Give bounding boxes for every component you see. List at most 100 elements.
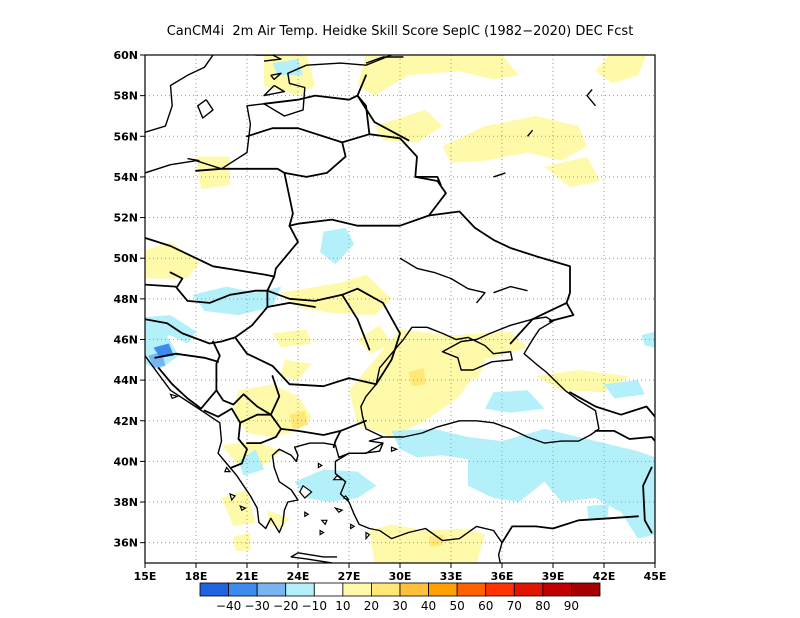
country-borders [145, 74, 655, 544]
island-14 [169, 393, 180, 400]
coastline-3 [263, 84, 286, 97]
skill-region-neg10-20-33 [587, 504, 610, 521]
map-title: CanCM4i 2m Air Temp. Heidke Skill Score … [167, 24, 634, 39]
lat-tick-label: 50N [113, 252, 138, 265]
coastline-6 [365, 56, 404, 64]
island-4 [332, 474, 344, 481]
skill-region-neg10-20-29 [485, 390, 545, 413]
island-11 [239, 505, 247, 512]
island-1 [320, 519, 328, 526]
country-border-11 [169, 271, 184, 288]
skill-region-neg10-20-24 [272, 59, 304, 76]
colorbar-label: 50 [449, 599, 464, 613]
lon-tick-label: 21E [236, 570, 259, 583]
colorbar-label: −40 [216, 599, 241, 613]
island-6 [365, 531, 371, 541]
colorbar-label: 80 [535, 599, 550, 613]
country-border-23 [203, 407, 248, 469]
coastline-12 [187, 157, 200, 162]
skill-region-10-20-20 [369, 524, 485, 563]
skill-region-10-20-15 [281, 359, 312, 381]
colorbar-swatch-6 [371, 582, 401, 597]
country-border-3 [283, 141, 347, 178]
river-2 [526, 129, 534, 137]
colorbar-label: −20 [273, 599, 298, 613]
colorbar-swatch-13 [571, 582, 601, 597]
lat-tick-label: 48N [113, 293, 138, 306]
island-0 [298, 484, 313, 499]
islands [169, 393, 399, 541]
lon-tick-label: 15E [134, 570, 157, 583]
country-border-12 [145, 289, 269, 345]
island-13 [390, 446, 399, 453]
country-border-30 [569, 391, 655, 418]
country-border-6 [273, 224, 299, 278]
colorbar-label: 90 [564, 599, 579, 613]
lon-tick-label: 30E [389, 570, 412, 583]
colorbar-swatch-9 [456, 582, 487, 597]
skill-region-20-30-21 [289, 410, 309, 429]
country-border-9 [145, 283, 269, 304]
lat-tick-label: 58N [113, 90, 138, 103]
lat-tick-label: 60N [113, 49, 138, 62]
skill-region-neg10-20-32 [391, 428, 655, 539]
country-border-16 [427, 210, 571, 321]
country-border-7 [195, 167, 286, 174]
skill-region-10-20-2 [595, 55, 647, 84]
country-border-33 [501, 517, 610, 544]
skill-region-10-20-19 [267, 510, 290, 529]
colorbar-label: 40 [421, 599, 436, 613]
coastline-4 [270, 72, 282, 81]
country-border-29 [509, 318, 534, 345]
island-2 [333, 506, 344, 513]
lon-tick-label: 18E [185, 570, 208, 583]
colorbar-label: −10 [302, 599, 327, 613]
skill-region-10-20-3 [374, 109, 443, 143]
colorbar-swatch-1 [228, 582, 258, 597]
coastline-2 [196, 99, 214, 119]
coastlines [145, 55, 600, 563]
country-border-2 [356, 74, 367, 97]
country-border-1 [263, 94, 359, 105]
country-border-10 [266, 275, 276, 292]
colorbar-swatch-3 [285, 582, 315, 597]
island-7 [350, 523, 356, 530]
country-border-27 [375, 348, 396, 386]
river-0 [399, 257, 486, 304]
lon-tick-label: 45E [644, 570, 667, 583]
coastline-9 [290, 552, 338, 563]
coastline-7 [145, 316, 600, 534]
coastline-8 [334, 442, 503, 563]
country-border-31 [594, 429, 655, 443]
country-border-13 [266, 287, 401, 351]
skill-region-10-20-9 [272, 329, 312, 348]
colorbar-label: 70 [507, 599, 522, 613]
skill-region-neg10-20-35 [238, 449, 264, 476]
island-12 [224, 466, 232, 473]
longitude-axis: 15E 18E 21E 24E 27E 30E 33E 36E 39E 42E 45E [134, 563, 667, 583]
colorbar-label: 30 [392, 599, 407, 613]
lon-tick-label: 24E [287, 570, 310, 583]
coastline-1 [145, 55, 214, 133]
island-10 [229, 492, 237, 502]
skill-region-10-20-18 [233, 532, 251, 551]
skill-region-10-20-7 [145, 241, 200, 279]
colorbar-swatch-4 [313, 582, 344, 597]
country-border-14 [341, 293, 371, 351]
river-lines [399, 129, 534, 304]
skill-region-20-30-22 [408, 367, 426, 387]
lat-tick-label: 46N [113, 333, 138, 346]
colorbar-label: 20 [364, 599, 379, 613]
skill-region-10-20-8 [281, 274, 392, 316]
country-border-26 [332, 429, 342, 449]
country-border-17 [356, 94, 410, 142]
colorbar-label: −30 [244, 599, 269, 613]
lat-tick-label: 44N [113, 374, 138, 387]
country-border-32 [642, 466, 653, 534]
lat-tick-label: 38N [113, 496, 138, 509]
country-border-34 [608, 515, 639, 520]
skill-region-neg10-20-26 [192, 286, 281, 316]
colorbar-label: 10 [335, 599, 350, 613]
colorbar-swatch-10 [485, 582, 515, 597]
skill-region-neg10-20-25 [320, 227, 355, 265]
